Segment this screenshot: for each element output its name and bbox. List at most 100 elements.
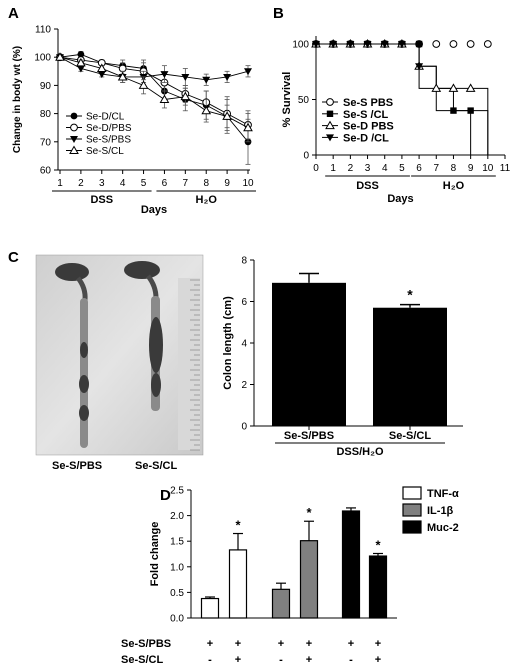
- data-point: [467, 107, 474, 114]
- legend-marker: [69, 145, 79, 154]
- condition-mark: -: [208, 654, 212, 666]
- legend-entry: Se-D/CL: [86, 112, 125, 123]
- y-tick-label: 6: [241, 297, 247, 308]
- y-tick-label: 1.5: [170, 537, 184, 548]
- series-se-d-pbs: Se-D PBS: [311, 38, 476, 133]
- x-tick-label: 9: [224, 178, 230, 189]
- data-point: [450, 107, 457, 114]
- data-point: [117, 71, 128, 81]
- legend-entry: Se-S /CL: [343, 109, 389, 121]
- bar: [373, 307, 447, 426]
- condition-mark: -: [279, 654, 283, 666]
- condition-mark: +: [278, 638, 284, 650]
- x-tick-label: 1: [330, 163, 336, 174]
- data-point: [466, 40, 475, 48]
- data-point: [312, 41, 320, 48]
- data-point: [96, 63, 107, 72]
- group-label: DSS/H₂O: [336, 446, 384, 458]
- y-tick-label: 110: [35, 25, 51, 36]
- series-se-s-cl: Se-S/CL: [55, 52, 253, 157]
- condition-label: Se-S/PBS: [121, 638, 171, 650]
- data-point: [223, 73, 232, 81]
- series-line: [59, 53, 249, 143]
- y-tick-label: 1.0: [170, 562, 184, 573]
- condition-label: Se-S/CL: [121, 654, 163, 666]
- data-point: [76, 57, 86, 67]
- legend-marker: [70, 136, 78, 143]
- x-tick-label: 3: [365, 163, 371, 174]
- series-se-s-pbs: Se-S PBS: [312, 40, 492, 109]
- data-point: [201, 105, 212, 115]
- category-label: Se-S/CL: [389, 430, 431, 442]
- condition-mark: +: [306, 638, 312, 650]
- data-point: [415, 40, 423, 48]
- legend-entry: Se-S/CL: [86, 146, 124, 157]
- survival-step: [316, 43, 489, 155]
- period-label: DSS: [90, 194, 113, 206]
- y-tick-label: 8: [241, 256, 247, 267]
- y-tick-label: 0: [241, 422, 247, 433]
- x-tick-label: 1: [57, 178, 63, 189]
- data-point: [244, 68, 252, 76]
- period-label: DSS: [356, 180, 379, 192]
- period-label: H₂O: [443, 180, 465, 192]
- data-point: [465, 83, 476, 92]
- data-point: [431, 83, 442, 92]
- data-point: [380, 41, 389, 48]
- y-tick-label: 90: [40, 81, 52, 92]
- x-tick-label: 6: [162, 178, 168, 189]
- photo-label-se-s-cl: Se-S/CL: [135, 460, 177, 472]
- y-tick-label: 60: [40, 166, 52, 177]
- data-point: [180, 91, 191, 101]
- legend-entry: Se-D/PBS: [86, 123, 132, 134]
- series-se-d-cl: Se-D /CL: [312, 41, 424, 144]
- data-point: [346, 41, 355, 48]
- survival-step: [316, 43, 489, 155]
- significance-star: *: [235, 518, 241, 533]
- legend-marker: [325, 120, 335, 130]
- x-axis-label: Days: [387, 193, 413, 205]
- series-se-s-cl: Se-S /CL: [312, 40, 474, 121]
- legend-marker: [70, 123, 78, 132]
- y-tick-label: 0: [303, 151, 309, 162]
- y-tick-label: 2: [241, 380, 247, 391]
- series-tnf: * TNF-α: [200, 486, 459, 619]
- data-point: [160, 71, 169, 79]
- x-tick-label: 7: [183, 178, 189, 189]
- x-tick-label: 10: [242, 178, 254, 189]
- legend-swatch: [402, 520, 422, 534]
- legend-entry: Se-D PBS: [343, 121, 394, 133]
- legend-marker: [326, 110, 334, 117]
- data-point: [76, 65, 85, 73]
- x-tick-label: 6: [416, 163, 422, 174]
- x-tick-label: 2: [78, 178, 84, 189]
- chart-body-weight: 60 70 80 90 100 110 1 2 3 4 5 6 7 8 9 10 Change in body …: [12, 25, 256, 216]
- photo-label-se-s-pbs: Se-S/PBS: [52, 460, 102, 472]
- condition-mark: +: [207, 638, 213, 650]
- y-tick-label: 70: [40, 137, 52, 148]
- y-axis-label: % Survival: [281, 72, 293, 128]
- data-point: [483, 40, 492, 48]
- condition-mark: +: [375, 654, 381, 666]
- series-se-d-pbs: Se-D/PBS: [56, 53, 252, 140]
- series-line: [59, 56, 249, 81]
- y-axis-label: Colon length (cm): [222, 296, 234, 390]
- condition-mark: +: [306, 654, 312, 666]
- legend-marker: [326, 134, 334, 142]
- condition-mark: -: [349, 654, 353, 666]
- x-tick-label: 3: [99, 178, 105, 189]
- data-point: [415, 63, 424, 71]
- bar: [228, 549, 248, 619]
- ruler: [190, 279, 200, 451]
- series-il1b: * IL-1β: [271, 503, 454, 619]
- x-tick-label: 4: [382, 163, 388, 174]
- y-axis-label: Fold change: [149, 522, 161, 587]
- y-tick-label: 4: [241, 339, 247, 350]
- condition-mark: +: [235, 638, 241, 650]
- x-tick-label: 8: [203, 178, 209, 189]
- x-tick-label: 5: [141, 178, 147, 189]
- y-tick-label: 0.0: [170, 614, 184, 625]
- y-tick-label: 2.0: [170, 511, 184, 522]
- series-muc2: * Muc-2: [341, 507, 459, 619]
